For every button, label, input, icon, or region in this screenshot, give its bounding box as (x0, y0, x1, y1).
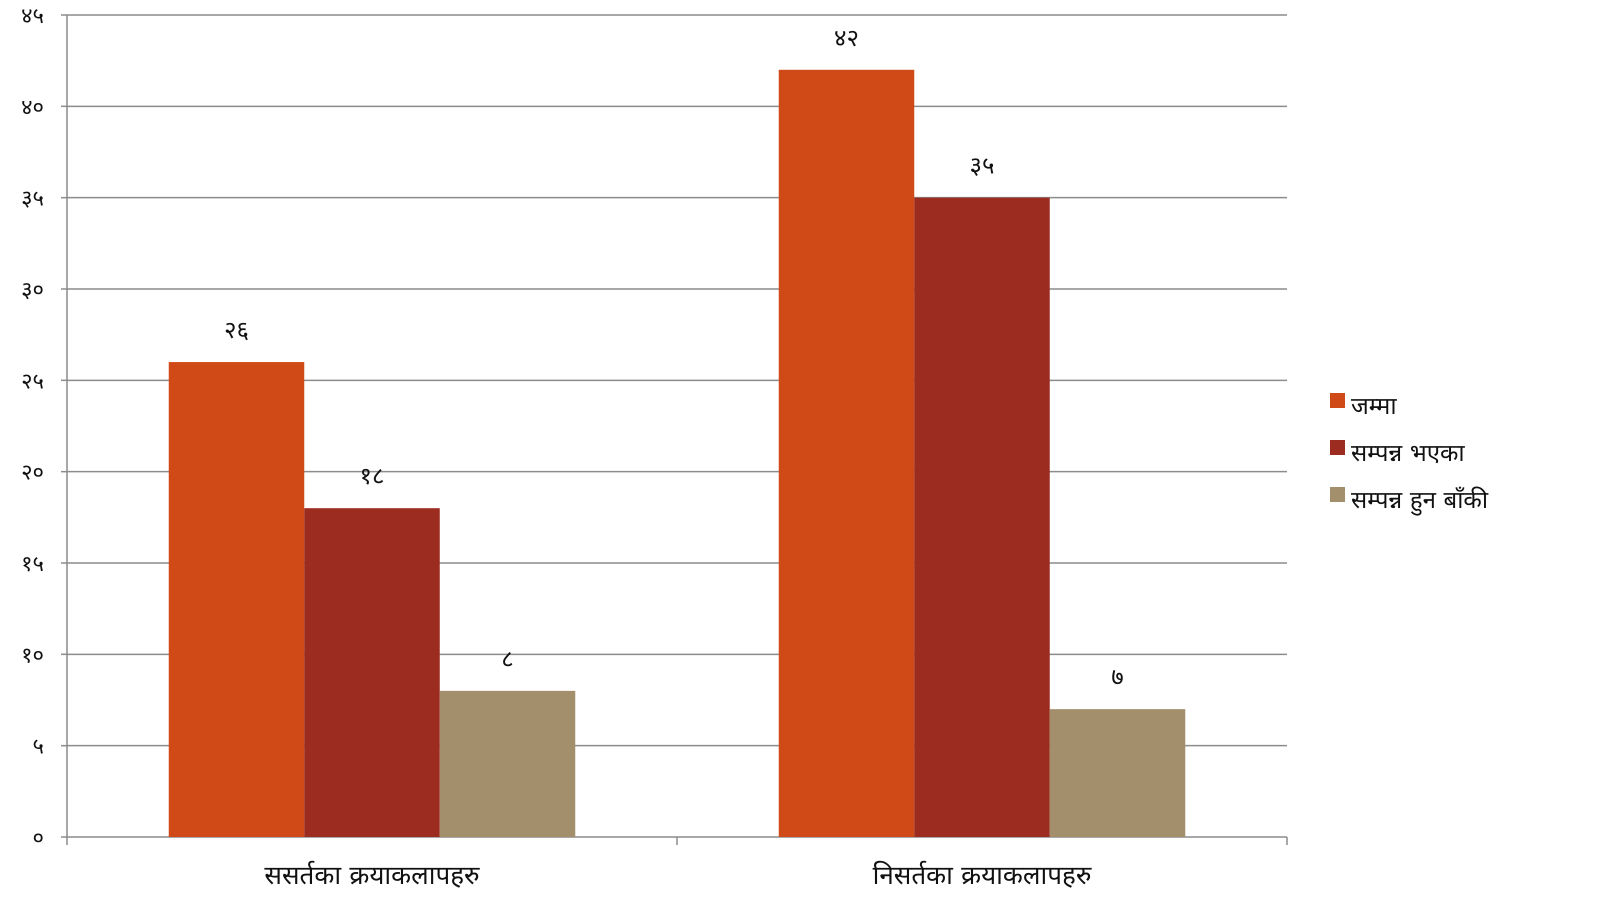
data-label: ४२ (834, 24, 859, 52)
legend: जम्मा सम्पन्न भएका सम्पन्न हुन बाँकी (1330, 392, 1489, 516)
y-tick-label: ४५ (21, 4, 44, 29)
bar (914, 197, 1050, 837)
y-tick-label: ० (33, 826, 44, 851)
y-tick-label: ५ (33, 735, 44, 760)
data-label: ३५ (970, 152, 995, 180)
legend-swatch (1330, 487, 1345, 502)
data-label: ८ (501, 645, 513, 673)
y-tick-label: २० (21, 461, 44, 486)
data-label: ७ (1111, 663, 1123, 691)
x-category-label: निसर्तका क्रयाकलापहरु (873, 860, 1092, 891)
data-labels: २६ १८ ८ ४२ ३५ ७ (224, 24, 1124, 691)
bar (304, 508, 440, 837)
bar (1049, 709, 1186, 837)
legend-swatch (1330, 393, 1345, 408)
y-tick-label: ४० (21, 95, 44, 120)
bar (778, 69, 915, 838)
tick-labels: ० ५ १० १५ २० २५ ३० ३५ ४० ४५ ससर्तका क्रयाकलापहरु नि… (21, 4, 1092, 891)
legend-label: सम्पन्न हुन बाँकी (1351, 486, 1489, 516)
bars (168, 69, 1186, 838)
y-tick-label: १० (21, 643, 44, 668)
x-category-label: ससर्तका क्रयाकलापहरु (264, 860, 480, 891)
data-label: २६ (224, 316, 249, 344)
data-label: १८ (360, 462, 385, 490)
legend-label: सम्पन्न भएका (1351, 439, 1465, 467)
legend-label: जम्मा (1351, 392, 1397, 420)
y-tick-label: २५ (21, 369, 44, 394)
bar (168, 362, 305, 837)
y-tick-label: ३५ (21, 187, 44, 212)
bar (439, 690, 576, 837)
legend-swatch (1330, 440, 1345, 455)
y-tick-label: १५ (21, 552, 44, 577)
y-tick-label: ३० (21, 278, 44, 303)
